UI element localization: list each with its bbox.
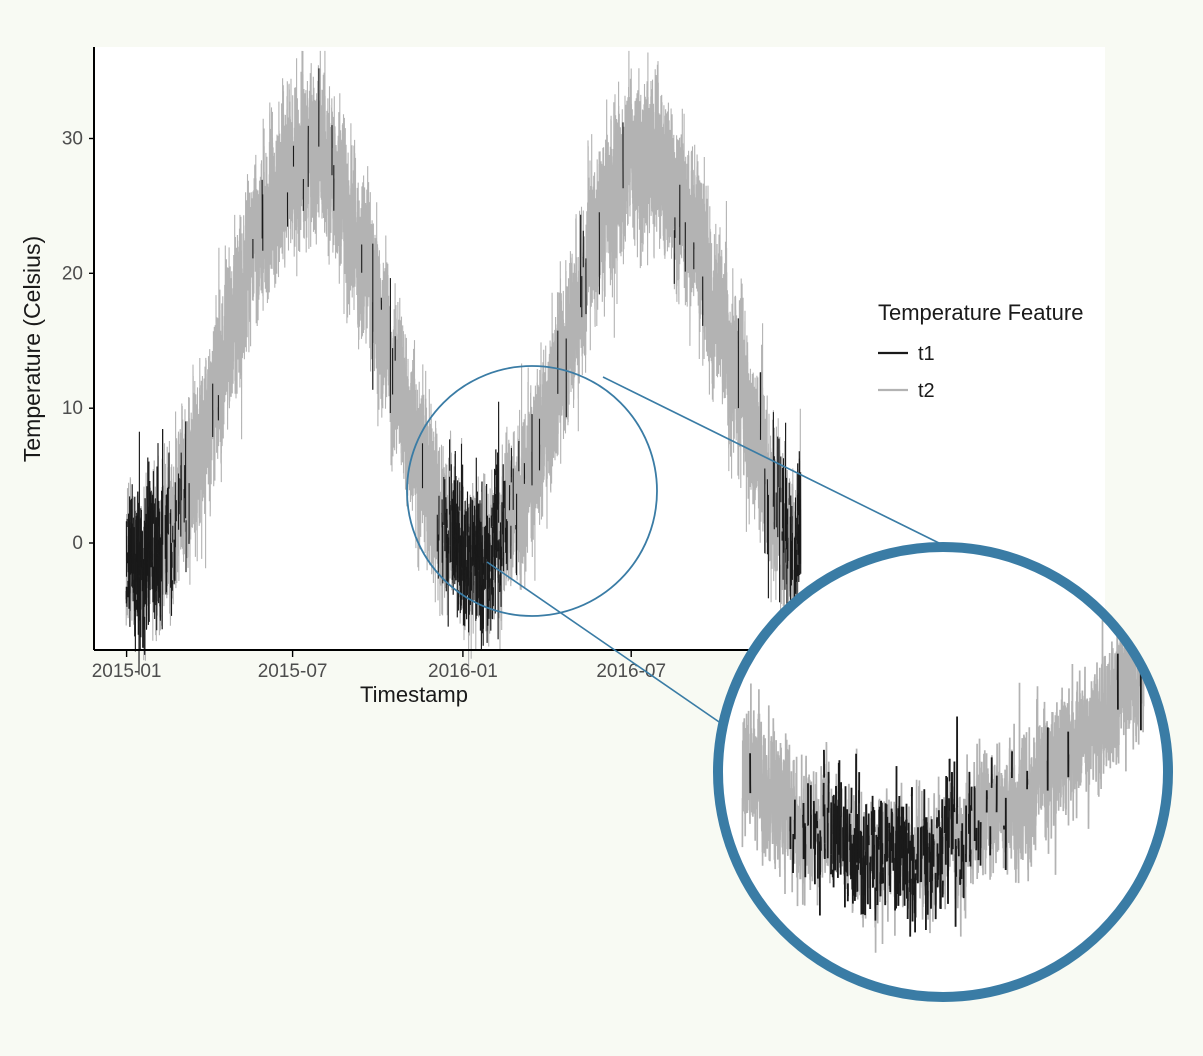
- svg-text:2015-07: 2015-07: [258, 661, 328, 682]
- svg-text:2016-01: 2016-01: [428, 661, 498, 682]
- svg-text:2015-01: 2015-01: [92, 661, 162, 682]
- svg-text:20: 20: [62, 263, 83, 284]
- svg-text:Temperature Feature: Temperature Feature: [878, 300, 1083, 325]
- svg-text:Temperature (Celsius): Temperature (Celsius): [19, 236, 45, 462]
- svg-text:t1: t1: [918, 343, 935, 365]
- svg-text:t2: t2: [918, 380, 935, 402]
- svg-text:30: 30: [62, 129, 83, 150]
- svg-text:10: 10: [62, 398, 83, 419]
- svg-text:Timestamp: Timestamp: [360, 682, 468, 707]
- svg-text:0: 0: [72, 533, 83, 554]
